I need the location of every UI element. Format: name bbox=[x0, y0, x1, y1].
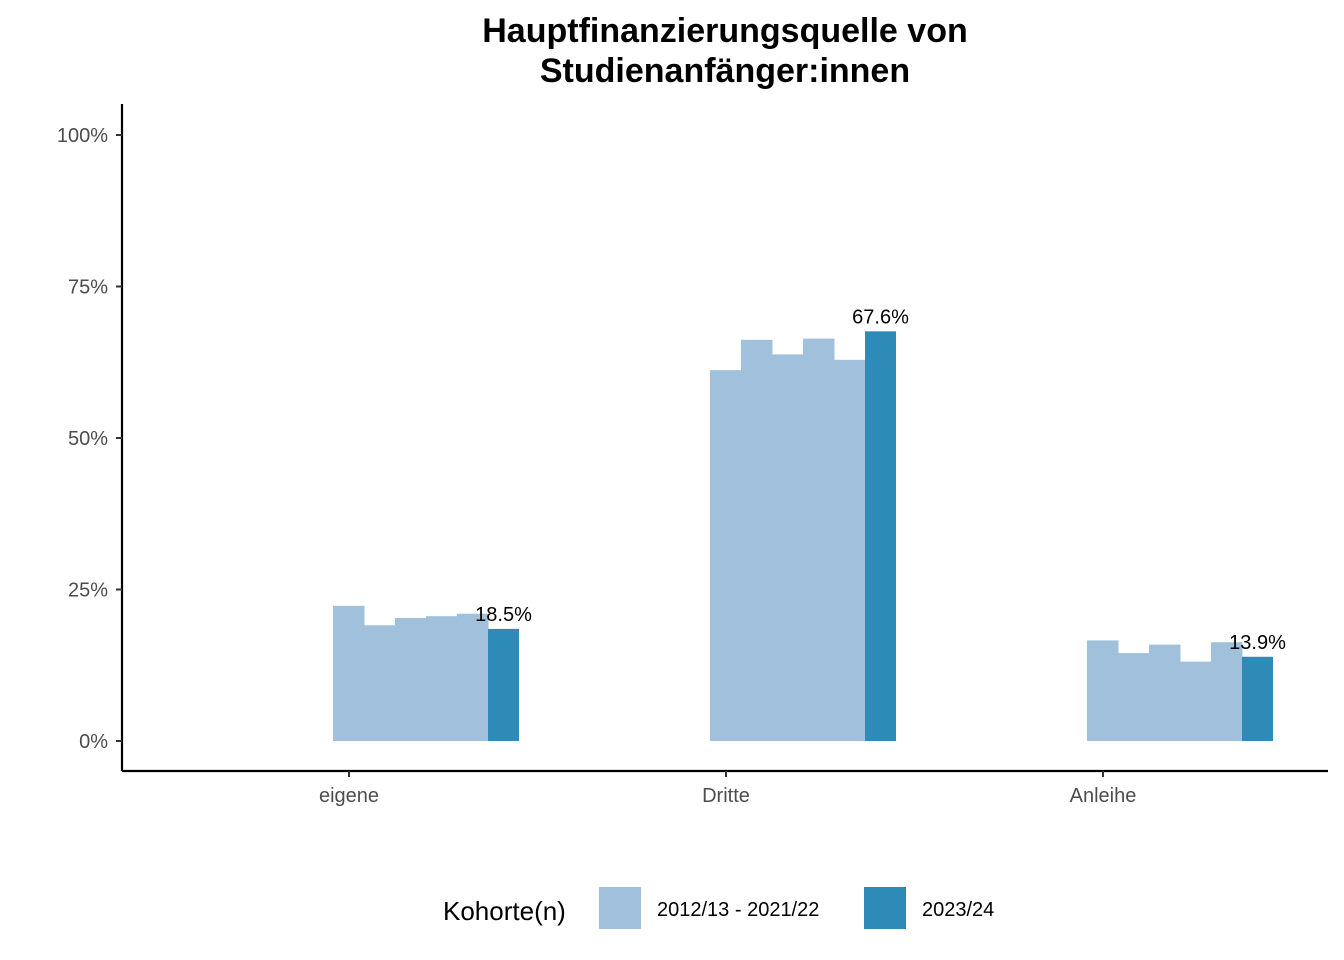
x-tick-label: eigene bbox=[319, 785, 379, 807]
y-axis-ticks: 0% 25% 50% 75% 100% bbox=[57, 125, 122, 753]
bar-historical bbox=[772, 354, 804, 741]
legend-title: Kohorte(n) bbox=[443, 896, 566, 926]
chart-title: Hauptfinanzierungsquelle von Studienanfä… bbox=[482, 12, 967, 90]
x-tick-label: Dritte bbox=[702, 785, 750, 807]
bar-historical bbox=[1087, 640, 1119, 741]
bar-current bbox=[1242, 656, 1273, 741]
data-label: 67.6% bbox=[852, 306, 909, 328]
legend-swatch bbox=[864, 887, 906, 929]
y-tick-label: 25% bbox=[68, 580, 108, 602]
chart-title-line-2: Studienanfänger:innen bbox=[540, 52, 910, 90]
y-tick-label: 0% bbox=[79, 731, 108, 753]
x-axis-ticks: eigene Dritte Anleihe bbox=[319, 771, 1136, 807]
bar-historical bbox=[333, 605, 365, 741]
bar-current bbox=[488, 628, 519, 741]
y-tick-label: 100% bbox=[57, 125, 108, 147]
chart-title-line-1: Hauptfinanzierungsquelle von bbox=[482, 12, 967, 50]
bar-historical bbox=[1118, 653, 1150, 741]
legend-label: 2023/24 bbox=[922, 899, 994, 921]
data-label: 13.9% bbox=[1229, 632, 1286, 654]
y-tick-label: 50% bbox=[68, 428, 108, 450]
data-labels: 18.5% 67.6% 13.9% bbox=[475, 306, 1286, 653]
bar-historical bbox=[1211, 642, 1243, 741]
bar-historical bbox=[803, 338, 835, 741]
bar-historical bbox=[395, 617, 427, 741]
bar-current bbox=[865, 331, 896, 741]
bar-historical bbox=[426, 616, 458, 741]
bar-historical bbox=[364, 625, 396, 741]
bar-historical bbox=[1149, 644, 1181, 741]
data-label: 18.5% bbox=[475, 604, 532, 626]
legend-swatch bbox=[599, 887, 641, 929]
x-tick-label: Anleihe bbox=[1070, 785, 1137, 807]
bar-historical bbox=[741, 339, 773, 741]
bar-historical bbox=[834, 359, 866, 741]
y-tick-label: 75% bbox=[68, 277, 108, 299]
bar-historical bbox=[710, 370, 742, 741]
legend: Kohorte(n) 2012/13 - 2021/22 2023/24 bbox=[443, 887, 994, 929]
bar-historical bbox=[457, 613, 489, 741]
bars-group bbox=[333, 331, 1273, 741]
legend-label: 2012/13 - 2021/22 bbox=[657, 899, 819, 921]
bar-historical bbox=[1180, 661, 1212, 741]
